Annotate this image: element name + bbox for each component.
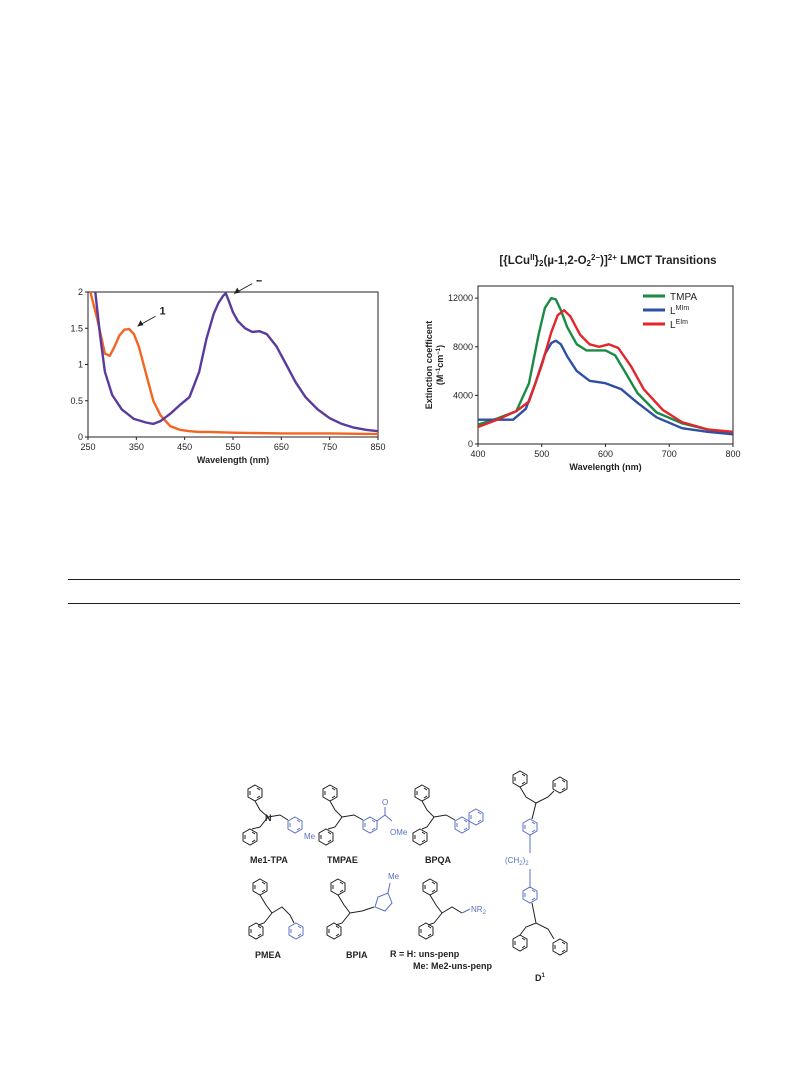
right-spectrum-chart: 400 500 600 700 800 0 4000 8000 12000 Wavelength … [418,248,763,488]
x-tick-label: 650 [274,442,289,452]
plot-frame [477,285,734,445]
annotation-arrowhead-1 [137,320,144,327]
label-me1-tpa: Me1-TPA [250,855,288,865]
legend-label-0: TMPA [670,292,697,303]
structure-d1: (CH2)2 D1 D1 [505,770,568,983]
structure-pmea: PMEA [248,878,304,960]
x-tick-label: 700 [662,449,677,459]
series-line-0 [478,297,733,435]
series-line-0 [89,292,378,436]
chart-title: [{LCuII}2(µ-1,2-O22−)]2+ LMCT Transition… [499,253,716,268]
structure-me1-tpa: N Me Me1-TPA [242,784,316,865]
label-tmpae: TMPAE [327,855,358,865]
y-tick-label: 0 [78,432,83,442]
x-tick-label: 450 [177,442,192,452]
nr2-substituent: NR2 [471,905,487,916]
y-axis-units: (M−1cm−1) [435,345,445,385]
x-tick-label: 500 [534,449,549,459]
carbonyl-o: O [382,798,388,807]
bottom-rule [68,603,740,604]
y-tick-label: 1 [78,360,83,370]
x-tick-label: 850 [370,442,385,452]
label-pmea: PMEA [255,950,282,960]
x-axis-label: Wavelength (nm) [197,455,269,465]
x-tick-label: 550 [225,442,240,452]
annotation-arrowhead-2 [234,287,241,294]
y-tick-label: 0 [468,439,473,449]
x-tick-label: 750 [322,442,337,452]
y-tick-label: 0.5 [70,396,83,406]
series-line-2 [478,309,733,433]
structure-bpia: Me BPIA [326,872,400,960]
structure-uns-penp: NR2 R = H: uns-penp Me: Me2-uns-penp [390,878,493,971]
y-tick-label: 4000 [453,390,473,400]
me-substituent: Me [304,832,316,841]
ome-substituent: OMe [390,828,408,837]
ligand-structures-figure: N Me Me1-TPA O OMe TMPAE BPQA [230,765,595,995]
x-tick-label: 250 [80,442,95,452]
label-bpqa: BPQA [425,855,452,865]
left-spectrum-chart: 250 350 450 550 650 750 850 0 0.5 1 1.5 2 Wavelength… [48,273,393,480]
svg-text:N: N [265,813,272,823]
label-me2-uns-penp: Me: Me2-uns-penp [413,961,493,971]
x-tick-label: 600 [598,449,613,459]
top-rule [68,579,740,580]
y-tick-label: 2 [78,287,83,297]
structure-bpqa: BPQA [412,784,484,865]
right-chart-svg: 400 500 600 700 80004000800012000Wavelength … [424,253,741,472]
y-axis-label: Extinction coefficent [424,321,434,410]
label-d1: D1 [535,973,546,983]
structures-svg: N Me Me1-TPA O OMe TMPAE BPQA [242,770,568,983]
annotation-label-2: 2 [256,280,262,285]
series-line-1 [94,292,378,433]
label-uns-penp: R = H: uns-penp [390,949,460,959]
series-line-1 [478,339,733,436]
bpia-me: Me [388,872,400,881]
x-tick-label: 350 [129,442,144,452]
structure-tmpae: O OMe TMPAE [318,784,408,865]
y-tick-label: 12000 [448,293,473,303]
annotation-label-1: 1 [160,305,166,317]
legend-label-2: LEIm [670,319,688,331]
legend-label-1: LMIm [670,305,689,317]
x-tick-label: 400 [470,449,485,459]
chain-text: (CH2)2 [505,856,529,867]
y-tick-label: 8000 [453,342,473,352]
label-bpia: BPIA [346,950,368,960]
x-axis-label: Wavelength (nm) [569,462,641,472]
x-tick-label: 800 [725,449,740,459]
y-tick-label: 1.5 [70,323,83,333]
left-chart-svg: 250 350 450 550 650 750 850 0 0.5 1 1.5 2 Wavelength… [70,273,385,465]
